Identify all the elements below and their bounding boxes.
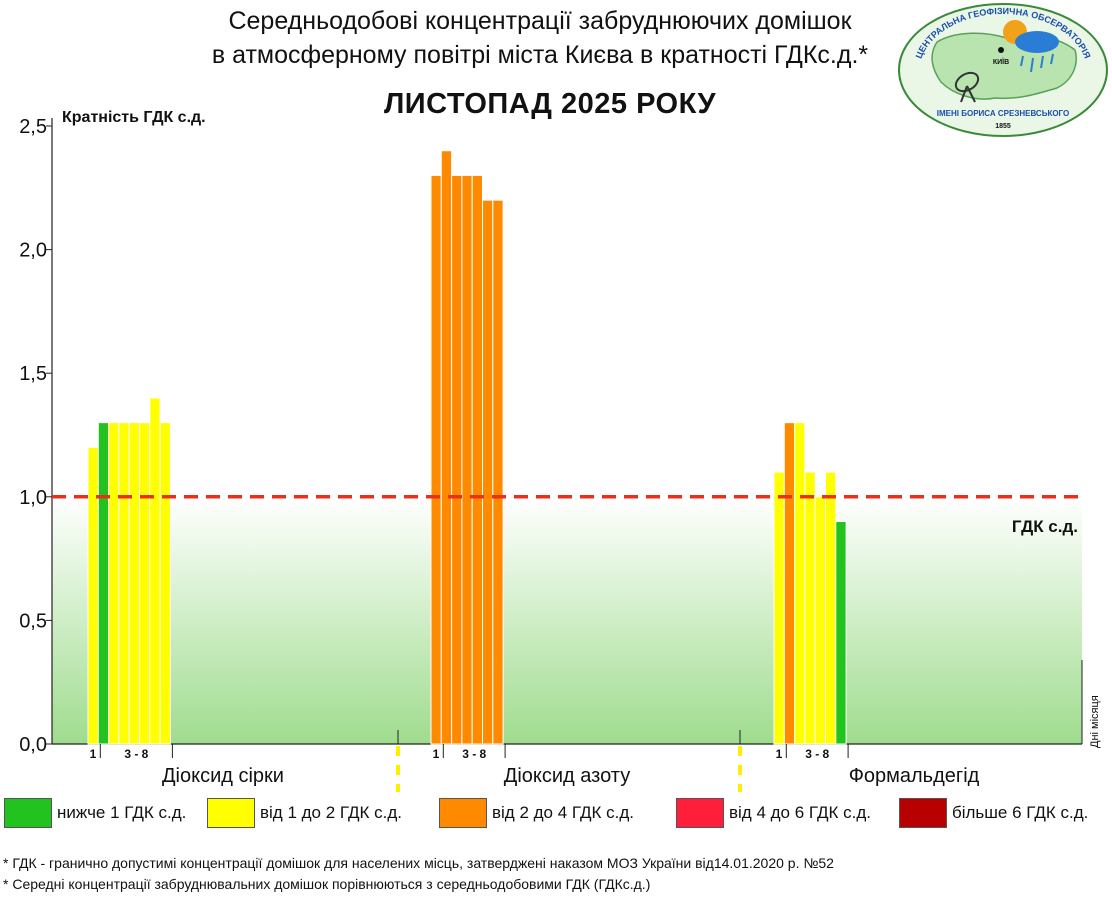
bar: [87, 446, 99, 745]
bar: [139, 422, 151, 745]
bar: [430, 174, 442, 745]
y-tick-label: 0,0: [19, 734, 47, 756]
day-label-start: 1: [776, 747, 783, 761]
bar: [804, 471, 816, 745]
bar: [159, 422, 171, 745]
logo-bottom-text: ІМЕНІ БОРИСА СРЕЗНЕВСЬКОГО: [937, 109, 1069, 118]
legend-label: від 1 до 2 ГДК с.д.: [260, 803, 402, 822]
bar: [794, 422, 806, 745]
legend-swatch: [207, 798, 255, 828]
rain-icon: [1020, 53, 1054, 73]
chart-title-line1: Середньодобові концентрації забруднюючих…: [228, 7, 852, 35]
x-axis-label: Дні місяця: [1089, 695, 1101, 748]
chart-title-line2: в атмосферному повітрі міста Києва в кра…: [211, 41, 869, 69]
legend-item: від 4 до 6 ГДК с.д.: [676, 797, 871, 829]
legend-label: нижче 1 ГДК с.д.: [57, 803, 187, 822]
bar: [461, 174, 473, 745]
legend-item: більше 6 ГДК с.д.: [899, 797, 1088, 829]
day-label-start: 1: [433, 747, 440, 761]
chart: 0,0 0,5 1,0 1,5 2,0 2,5 Кратність ГДК с.д. Дні …: [19, 109, 1101, 792]
day-label-range: 3 - 8: [462, 747, 486, 761]
y-axis-label: Кратність ГДК с.д.: [62, 109, 206, 126]
cloud-icon: [1015, 31, 1059, 53]
bar: [128, 422, 140, 745]
bar: [783, 422, 796, 745]
footnote-2: * Середні концентрації забруднювальних д…: [3, 876, 651, 892]
legend-swatch: [899, 798, 947, 828]
bar: [773, 471, 785, 745]
legend-item: від 2 до 4 ГДК с.д.: [439, 797, 634, 829]
day-label-range: 3 - 8: [805, 747, 829, 761]
y-tick-label: 0,5: [19, 610, 47, 632]
bar: [108, 422, 120, 745]
legend-swatch: [439, 798, 487, 828]
legend-label: від 2 до 4 ГДК с.д.: [492, 803, 634, 822]
bar: [814, 496, 827, 745]
legend-item: нижче 1 ГДК с.д.: [4, 797, 186, 829]
footnote-1: * ГДК - гранично допустимі концентрації …: [3, 855, 834, 871]
bar: [149, 397, 161, 745]
legend-swatch: [676, 798, 724, 828]
group-label: Формальдегід: [849, 765, 980, 787]
threshold-label: ГДК с.д.: [1012, 517, 1078, 536]
bar: [482, 199, 494, 745]
acceptable-zone: [52, 496, 1082, 744]
radar-dish-icon: [954, 71, 980, 103]
bar: [492, 199, 504, 745]
y-tick-label: 2,5: [19, 116, 47, 138]
bar: [825, 471, 837, 745]
logo-city: КИЇВ: [993, 58, 1009, 66]
legend-label: більше 6 ГДК с.д.: [952, 803, 1089, 822]
logo-year: 1855: [995, 123, 1011, 130]
y-tick-label: 1,0: [19, 487, 47, 509]
bar: [97, 422, 110, 745]
y-tick-label: 2,0: [19, 240, 47, 262]
bar: [835, 521, 847, 745]
bar: [451, 174, 463, 745]
bar: [440, 150, 453, 745]
bar: [118, 422, 130, 745]
month-heading: ЛИСТОПАД 2025 РОКУ: [383, 88, 717, 120]
bar: [471, 174, 484, 745]
group-label: Діоксид сірки: [162, 765, 284, 787]
y-tick-label: 1,5: [19, 363, 47, 385]
group-label: Діоксид азоту: [504, 765, 630, 787]
day-label-range: 3 - 8: [124, 747, 148, 761]
legend-label: від 4 до 6 ГДК с.д.: [729, 803, 871, 822]
legend-swatch: [4, 798, 52, 828]
observatory-logo: ЦЕНТРАЛЬНА ГЕОФІЗИЧНА ОБСЕРВАТОРІЯ КИЇВ …: [898, 3, 1108, 137]
legend-item: від 1 до 2 ГДК с.д.: [207, 797, 402, 829]
day-label-start: 1: [90, 747, 97, 761]
